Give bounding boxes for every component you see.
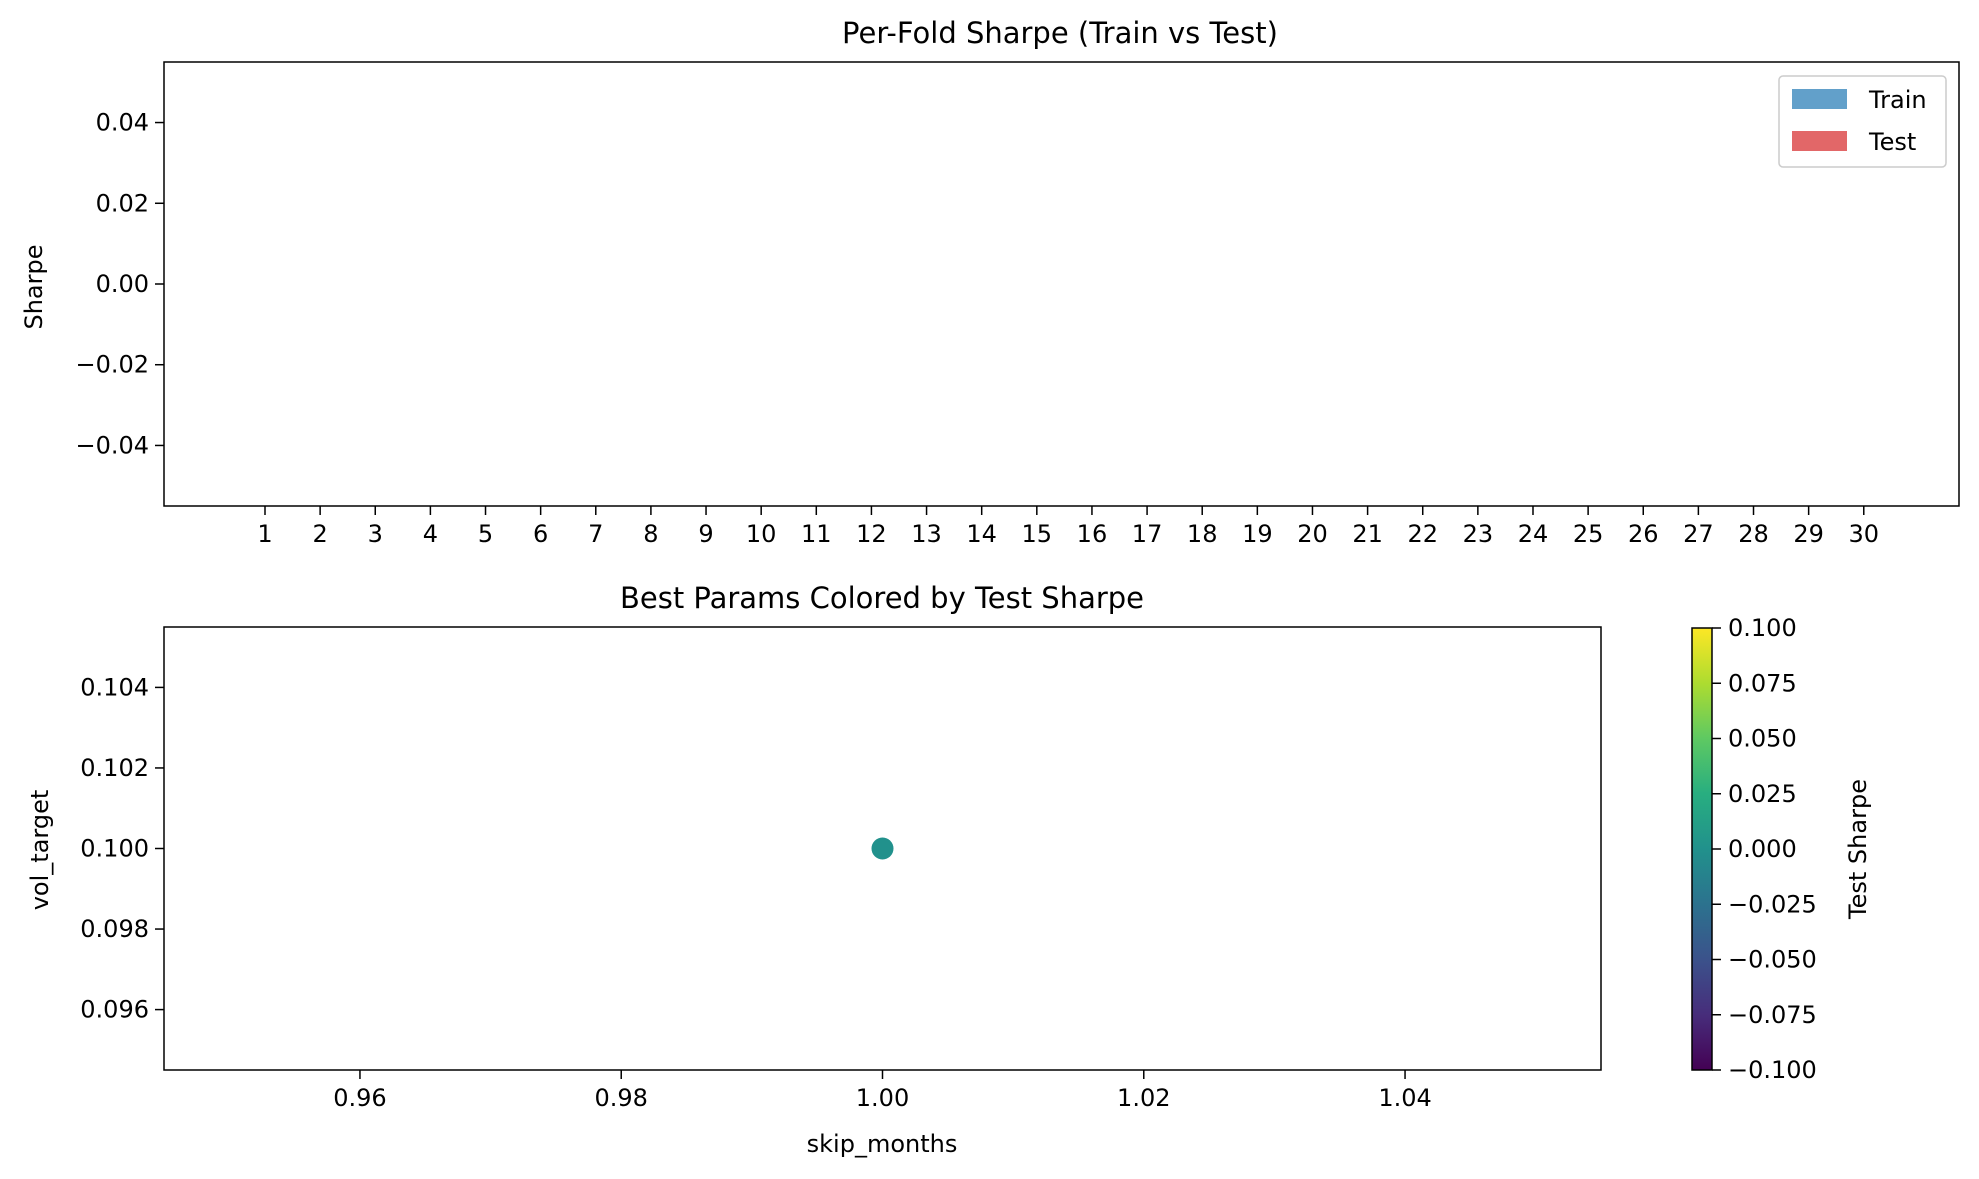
colorbar-label: Test Sharpe <box>1844 779 1872 920</box>
x-tick-label: 5 <box>478 520 493 548</box>
x-tick-label: 1.04 <box>1378 1084 1431 1112</box>
colorbar-tick-label: −0.050 <box>1728 946 1817 974</box>
y-tick-label: −0.04 <box>75 431 149 459</box>
x-tick-label: 9 <box>698 520 713 548</box>
y-tick-label: 0.096 <box>80 996 149 1024</box>
scatter-chart-y-axis-label: vol_target <box>26 790 54 911</box>
y-tick-label: 0.00 <box>96 270 149 298</box>
x-tick-label: 0.96 <box>333 1084 386 1112</box>
x-tick-label: 1.00 <box>856 1084 909 1112</box>
colorbar-ticks: 0.100 0.075 0.050 0.025 0.000 −0.025 −0.050 −0.… <box>1712 614 1817 1084</box>
x-tick-label: 16 <box>1077 520 1108 548</box>
scatter-chart-points <box>871 837 894 860</box>
x-tick-label: 1.02 <box>1117 1084 1170 1112</box>
bar-chart-y-ticks: 0.04 0.02 0.00 −0.02 −0.04 <box>75 109 164 459</box>
x-tick-label: 15 <box>1022 520 1053 548</box>
y-tick-label: −0.02 <box>75 351 149 379</box>
x-tick-label: 29 <box>1793 520 1824 548</box>
x-tick-label: 18 <box>1187 520 1218 548</box>
bar-chart-x-ticks: 1 2 3 4 5 6 7 8 9 10 11 12 13 14 15 16 17 18 19 20 21 22 23 24 2… <box>257 506 1879 548</box>
y-tick-label: 0.098 <box>80 915 149 943</box>
x-tick-label: 19 <box>1242 520 1273 548</box>
bar-chart-legend: Train Test <box>1778 75 1947 168</box>
x-tick-label: 2 <box>312 520 327 548</box>
colorbar-tick-label: 0.100 <box>1728 614 1797 642</box>
y-tick-label: 0.104 <box>80 673 149 701</box>
x-tick-label: 22 <box>1407 520 1438 548</box>
x-tick-label: 13 <box>911 520 942 548</box>
colorbar-tick-label: 0.050 <box>1728 725 1797 753</box>
x-tick-label: 0.98 <box>595 1084 648 1112</box>
x-tick-label: 7 <box>588 520 603 548</box>
x-tick-label: 14 <box>966 520 997 548</box>
x-tick-label: 10 <box>746 520 777 548</box>
colorbar-tick-label: −0.100 <box>1728 1056 1817 1084</box>
x-tick-label: 17 <box>1132 520 1163 548</box>
colorbar-tick-label: 0.025 <box>1728 780 1797 808</box>
y-tick-label: 0.100 <box>80 835 149 863</box>
colorbar-tick-label: 0.000 <box>1728 835 1797 863</box>
legend-test-swatch <box>1792 131 1847 151</box>
bar-chart-panel: Per-Fold Sharpe (Train vs Test) Sharpe 0… <box>20 16 1960 548</box>
colorbar: 0.100 0.075 0.050 0.025 0.000 −0.025 −0.050 −0.… <box>1691 614 1872 1084</box>
x-tick-label: 23 <box>1463 520 1494 548</box>
legend-train-label: Train <box>1868 86 1927 114</box>
y-tick-label: 0.102 <box>80 754 149 782</box>
y-tick-label: 0.04 <box>96 109 149 137</box>
x-tick-label: 28 <box>1738 520 1769 548</box>
legend-train-swatch <box>1792 89 1847 109</box>
colorbar-tick-label: −0.075 <box>1728 1001 1817 1029</box>
x-tick-label: 4 <box>423 520 438 548</box>
x-tick-label: 20 <box>1297 520 1328 548</box>
x-tick-label: 6 <box>533 520 548 548</box>
colorbar-tick-label: 0.075 <box>1728 669 1797 697</box>
x-tick-label: 1 <box>257 520 272 548</box>
x-tick-label: 25 <box>1573 520 1604 548</box>
scatter-chart-x-ticks: 0.96 0.98 1.00 1.02 1.04 <box>333 1070 1432 1112</box>
x-tick-label: 12 <box>856 520 887 548</box>
x-tick-label: 21 <box>1352 520 1383 548</box>
colorbar-gradient <box>1691 627 1713 1071</box>
x-tick-label: 3 <box>368 520 383 548</box>
scatter-chart-x-axis-label: skip_months <box>807 1130 958 1158</box>
x-tick-label: 11 <box>801 520 832 548</box>
bar-chart-plot-frame <box>163 61 1960 507</box>
x-tick-label: 8 <box>643 520 658 548</box>
x-tick-label: 30 <box>1848 520 1879 548</box>
scatter-chart-y-ticks: 0.104 0.102 0.100 0.098 0.096 <box>80 673 164 1024</box>
bar-chart-y-axis-label: Sharpe <box>20 244 48 329</box>
legend-test-label: Test <box>1868 128 1916 156</box>
colorbar-tick-label: −0.025 <box>1728 890 1817 918</box>
x-tick-label: 24 <box>1518 520 1549 548</box>
scatter-chart-title: Best Params Colored by Test Sharpe <box>620 581 1144 615</box>
scatter-point <box>871 837 894 860</box>
scatter-chart-plot-frame <box>163 626 1602 1071</box>
x-tick-label: 26 <box>1628 520 1659 548</box>
bar-chart-title: Per-Fold Sharpe (Train vs Test) <box>842 16 1278 50</box>
scatter-chart-panel: Best Params Colored by Test Sharpe skip_… <box>26 581 1872 1158</box>
y-tick-label: 0.02 <box>96 189 149 217</box>
x-tick-label: 27 <box>1683 520 1714 548</box>
